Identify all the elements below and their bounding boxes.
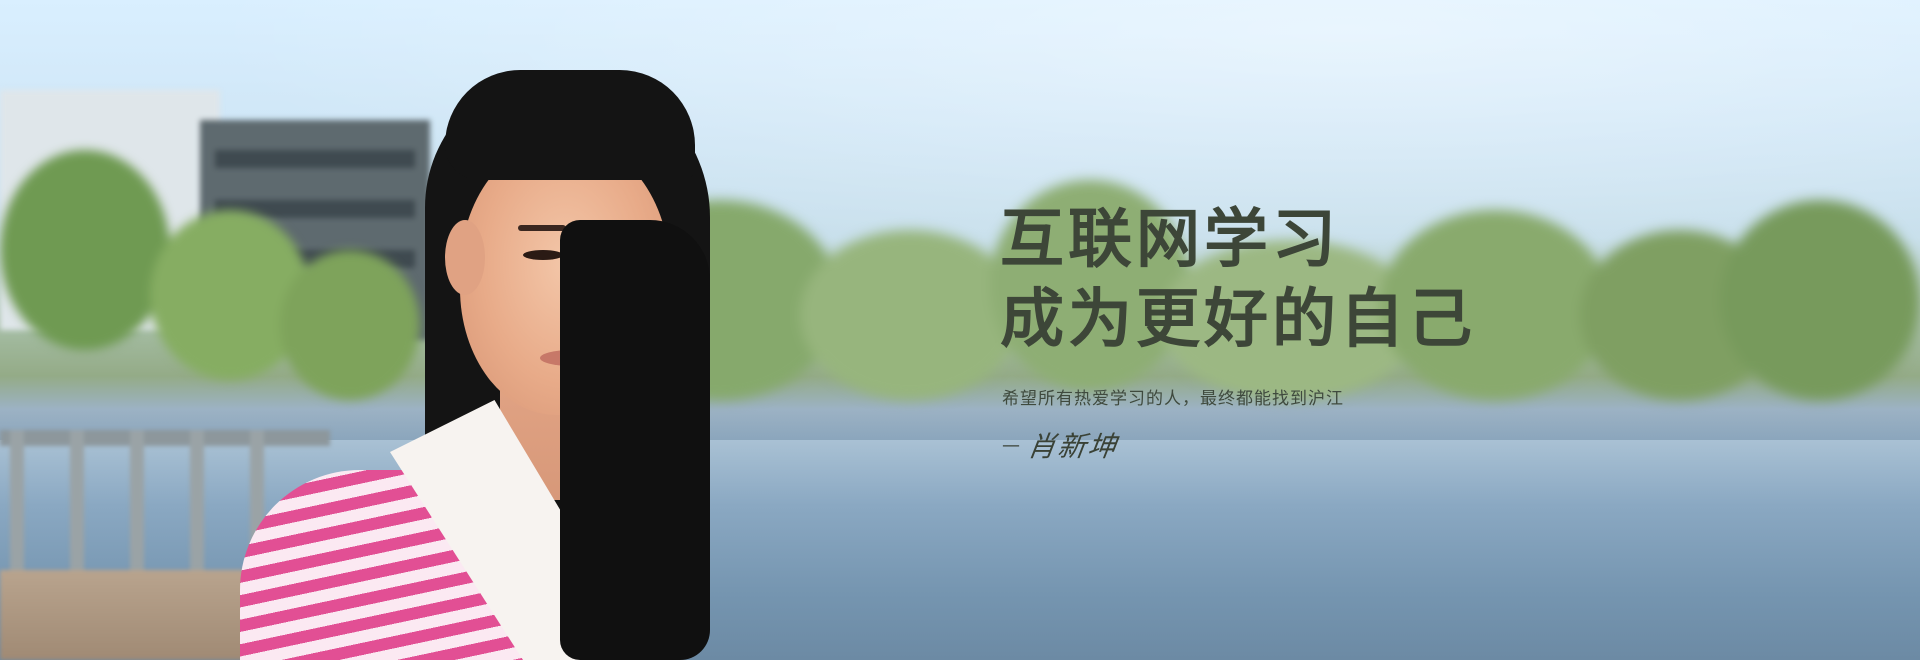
tagline: 希望所有热爱学习的人，最终都能找到沪江 xyxy=(1002,389,1344,409)
headline-line-2: 成为更好的自己 xyxy=(1000,283,1476,357)
signature: — 肖新坤 xyxy=(1002,425,1760,465)
headline-line-1: 互联网学习 xyxy=(1000,203,1340,277)
signature-dash: — xyxy=(1002,434,1020,456)
background-trees-left xyxy=(0,150,440,450)
hero-text-block: 互联网学习 成为更好的自己 希望所有热爱学习的人，最终都能找到沪江 — 肖新坤 xyxy=(1000,200,1760,465)
headline: 互联网学习 成为更好的自己 xyxy=(1000,200,1760,360)
background-treeline xyxy=(600,180,1920,450)
portrait-photo xyxy=(240,70,720,660)
railing xyxy=(0,420,330,590)
signature-name: 肖新坤 xyxy=(1025,430,1121,463)
